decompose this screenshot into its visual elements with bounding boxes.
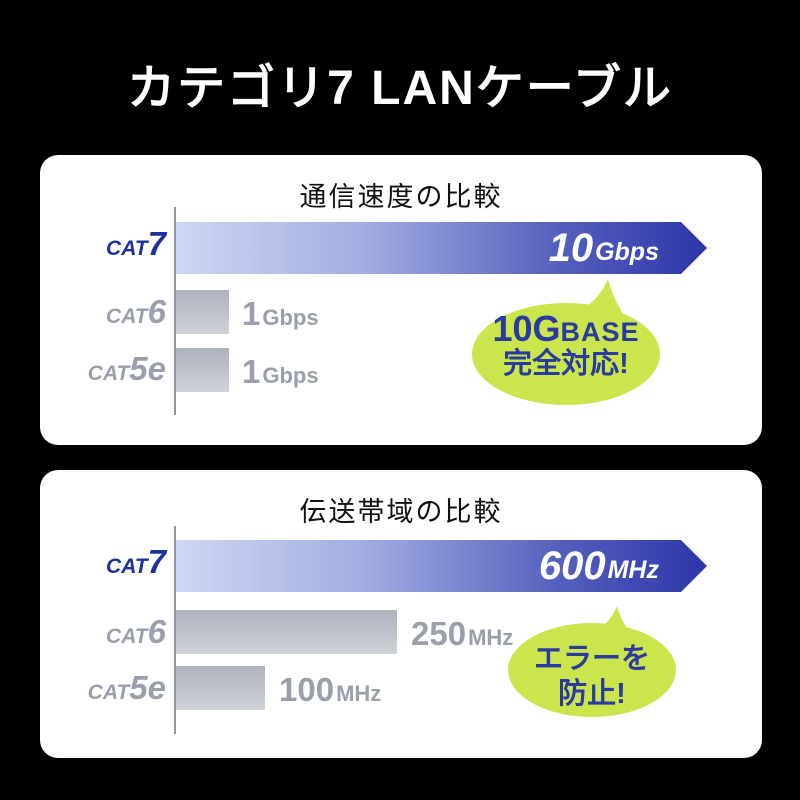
- bandwidth-cat6-value: 250 MHz: [411, 615, 514, 652]
- speed-cat7-label: CAT 7: [40, 227, 166, 261]
- category-number: 5e: [129, 350, 166, 387]
- bubble-body: [472, 303, 660, 405]
- bandwidth-cat5e-bar: [176, 666, 265, 710]
- bubble-line1: 10G BASE: [492, 308, 640, 349]
- category-prefix: CAT: [87, 362, 130, 385]
- speed-cat6-label: CAT 6: [40, 295, 166, 329]
- speed-cat6-value: 1 Gbps: [242, 295, 319, 332]
- bandwidth-cat5e-label: CAT 5e: [40, 671, 166, 705]
- category-number: 7: [147, 543, 166, 580]
- category-prefix: CAT: [106, 305, 148, 328]
- bandwidth-cat7-value: 600 MHz: [538, 544, 659, 588]
- bandwidth-cat5e-value: 100 MHz: [279, 671, 382, 708]
- bandwidth-panel-title: 伝送帯域の比較: [299, 497, 503, 527]
- speed-cat7-value: 10 Gbps: [548, 226, 659, 270]
- bandwidth-chart-axis-line: [174, 526, 176, 734]
- speed-cat5e-value: 1 Gbps: [242, 353, 319, 390]
- bandwidth-cat7-label: CAT 7: [40, 545, 166, 579]
- category-number: 6: [147, 293, 166, 330]
- category-prefix: CAT: [87, 681, 130, 704]
- bubble-text: エラーを 防止!: [502, 602, 682, 724]
- category-number: 7: [147, 225, 166, 262]
- category-number: 5e: [129, 669, 166, 706]
- page-title: カテゴリ7 LANケーブル: [127, 62, 673, 115]
- bandwidth-cat7-bar: 600 MHz: [176, 540, 707, 592]
- speed-cat5e-bar: [176, 348, 229, 392]
- bandwidth-comparison-panel: 伝送帯域の比較 CAT 7 600 MHz CAT 6 250 MHz CAT 5e 10…: [40, 470, 762, 758]
- speech-bubble-shape: [472, 279, 660, 405]
- category-prefix: CAT: [106, 555, 148, 578]
- speech-bubble-shape: [508, 606, 676, 717]
- bandwidth-cat6-bar: [176, 610, 397, 654]
- bubble-line2: 防止!: [558, 677, 626, 710]
- category-prefix: CAT: [106, 237, 148, 260]
- bubble-line2: 完全対応!: [503, 348, 629, 380]
- category-number: 6: [147, 613, 166, 650]
- bubble-line1: エラーを: [533, 643, 650, 675]
- speed-comparison-panel: 通信速度の比較 CAT 7 10 Gbps CAT 6 1 Gbps CAT 5e 1 Gb…: [40, 155, 762, 445]
- speed-cat7-bar: 10 Gbps: [176, 222, 707, 274]
- bubble-body: [508, 623, 676, 717]
- callout-bubble-10gbase: 10G BASE 完全対応!: [466, 275, 666, 407]
- speed-chart-axis-line: [174, 207, 176, 415]
- speed-cat5e-label: CAT 5e: [40, 352, 166, 386]
- speed-panel-title: 通信速度の比較: [299, 182, 503, 212]
- callout-bubble-error-prevention: エラーを 防止!: [502, 602, 682, 724]
- category-prefix: CAT: [106, 625, 148, 648]
- bandwidth-cat6-label: CAT 6: [40, 615, 166, 649]
- speed-cat6-bar: [176, 290, 229, 334]
- bubble-text: 10G BASE 完全対応!: [466, 275, 666, 407]
